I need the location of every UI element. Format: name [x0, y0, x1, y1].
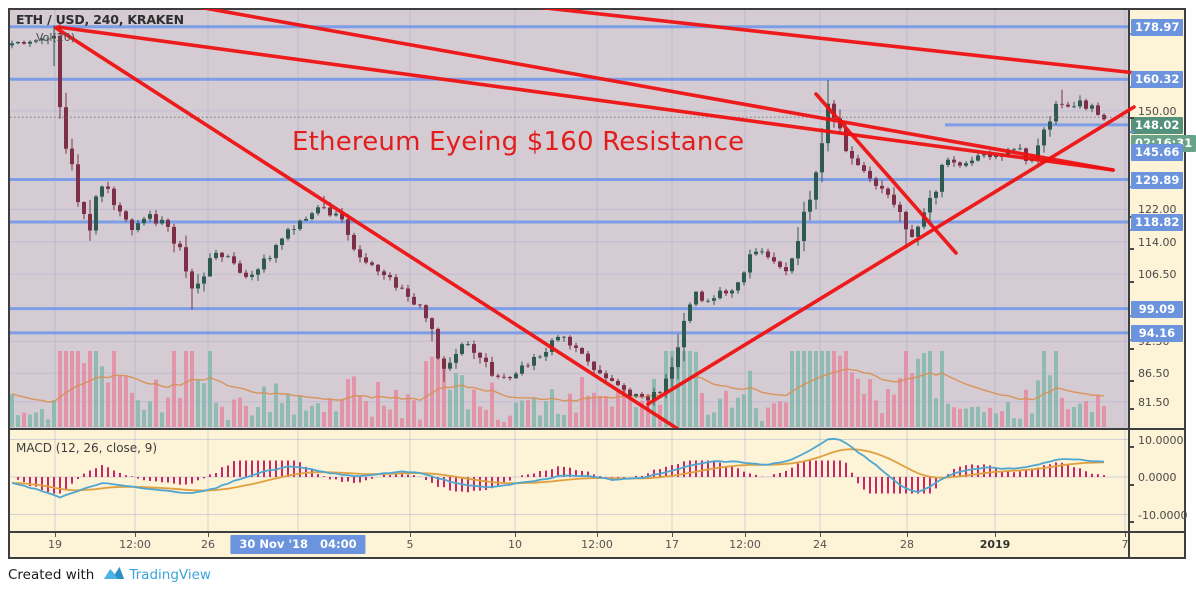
time-axis-label: 7 [1121, 538, 1129, 551]
volume-indicator-legend[interactable]: Vol(20) [36, 31, 76, 44]
time-axis-label: 17 [665, 538, 679, 551]
annotation-text[interactable]: Ethereum Eyeing $160 Resistance [292, 127, 745, 157]
macd-indicator-legend[interactable]: MACD (12, 26, close, 9) [16, 441, 158, 455]
price-axis-background [1130, 10, 1184, 557]
time-axis-label: 12:00 [119, 538, 151, 551]
time-axis-label: 28 [900, 538, 914, 551]
price-gridline-label: 114.00 [1138, 236, 1177, 249]
volume-ma-line [11, 368, 1105, 403]
price-axis-tick [1130, 228, 1134, 231]
tradingview-logo-icon [103, 565, 125, 585]
time-axis-label: 12:00 [729, 538, 761, 551]
trend-lines [54, 9, 1136, 428]
chart-border-bottom [8, 557, 1186, 559]
time-axis-tick [1125, 533, 1126, 537]
time-axis-label: 12:00 [581, 538, 613, 551]
time-axis-tick [410, 533, 411, 537]
time-axis-tick [597, 533, 598, 537]
price-level-label: 178.97 [1131, 18, 1184, 36]
price-axis-tick [1130, 248, 1134, 251]
price-level-label: 160.32 [1131, 70, 1184, 88]
price-axis-tick [1130, 186, 1134, 189]
chart-border-left [8, 8, 10, 559]
macd-divider [8, 531, 1184, 533]
time-axis-tick [135, 533, 136, 537]
price-axis-tick [1130, 33, 1134, 36]
price-gridline-label: 86.50 [1138, 367, 1170, 380]
chart-border-top [8, 8, 1186, 10]
price-axis-tick [1130, 379, 1134, 382]
time-axis-label: 26 [201, 538, 215, 551]
time-axis[interactable]: 30 Nov '18 04:00 19 12:00 26 5 10 12:00 17 12:0… [8, 533, 1186, 557]
macd-axis-label: 0.0000 [1138, 471, 1177, 484]
price-axis[interactable]: 148.02 02:16:31 150.00122.00114.00106.50… [1130, 8, 1196, 557]
chart-border-right [1184, 8, 1186, 559]
macd-signal-line [11, 448, 1105, 492]
price-axis-tick [1130, 521, 1134, 523]
price-axis-tick [1130, 339, 1134, 342]
price-level-label: 129.89 [1131, 171, 1184, 189]
date-label: 30 Nov '18 04:00 [230, 535, 366, 554]
price-axis-tick [1130, 117, 1134, 120]
price-level-label: 118.82 [1131, 213, 1184, 231]
time-axis-label: 5 [406, 538, 414, 551]
price-axis-tick [1130, 347, 1134, 350]
time-axis-label: 19 [48, 538, 62, 551]
last-price-label: 148.02 [1131, 117, 1184, 134]
price-level-label: 145.66 [1131, 143, 1184, 161]
price-gridline-label: 81.50 [1138, 396, 1170, 409]
time-axis-tick [208, 533, 209, 537]
time-axis-label: 2019 [979, 538, 1011, 551]
time-axis-label: 10 [508, 538, 522, 551]
time-axis-background [10, 533, 1128, 557]
price-gridline-label: 106.50 [1138, 268, 1177, 281]
price-axis-tick [1130, 408, 1134, 411]
time-axis-label: 24 [813, 538, 827, 551]
pane-divider [8, 428, 1184, 430]
time-axis-tick [672, 533, 673, 537]
footer-text: Created with [8, 567, 95, 583]
footer-brand-link[interactable]: TradingView [129, 567, 211, 583]
time-axis-tick [515, 533, 516, 537]
macd-axis-label: 10.0000 [1138, 434, 1184, 447]
price-gridline-label: 150.00 [1138, 105, 1177, 118]
gridlines [10, 10, 1128, 427]
time-axis-tick [745, 533, 746, 537]
macd-axis-label: -10.0000 [1138, 509, 1188, 522]
price-gridline-label: 122.00 [1138, 203, 1177, 216]
price-axis-tick [1130, 85, 1134, 88]
axis-divider [1128, 8, 1130, 557]
price-axis-tick [1130, 315, 1134, 318]
price-axis-tick [1130, 280, 1134, 283]
volume-bars [10, 351, 1106, 427]
time-axis-tick [995, 533, 996, 537]
price-axis-tick [1130, 483, 1134, 486]
time-axis-tick [55, 533, 56, 537]
footer: Created with TradingView [8, 565, 211, 585]
price-level-label: 99.09 [1131, 300, 1183, 318]
time-axis-tick [907, 533, 908, 537]
macd-line [11, 437, 1105, 499]
candlesticks [10, 22, 1106, 410]
price-level-label: 94.16 [1131, 324, 1183, 342]
symbol-legend[interactable]: ETH / USD, 240, KRAKEN [16, 12, 184, 27]
price-axis-tick [1130, 446, 1134, 448]
time-axis-tick [820, 533, 821, 537]
price-axis-tick [1130, 131, 1134, 134]
